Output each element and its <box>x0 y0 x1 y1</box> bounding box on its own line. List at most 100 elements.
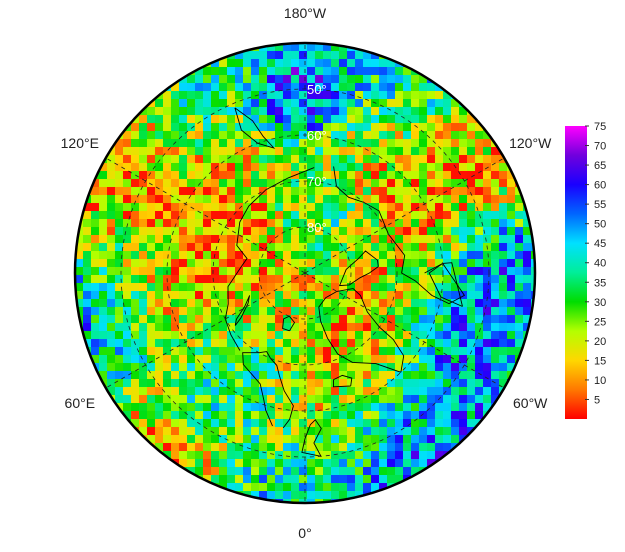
field-cell <box>323 59 332 68</box>
field-cell <box>99 227 108 236</box>
field-cell <box>379 379 388 388</box>
field-cell <box>203 331 212 340</box>
field-cell <box>227 83 236 92</box>
field-cell <box>99 243 108 252</box>
field-cell <box>251 363 260 372</box>
field-cell <box>171 147 180 156</box>
field-cell <box>499 371 508 380</box>
field-cell <box>347 51 356 60</box>
field-cell <box>331 315 340 324</box>
field-cell <box>491 123 500 132</box>
field-cell <box>203 419 212 428</box>
field-cell <box>187 139 196 148</box>
field-cell <box>123 243 132 252</box>
field-cell <box>163 411 172 420</box>
field-cell <box>203 283 212 292</box>
field-cell <box>99 275 108 284</box>
meridian-line <box>105 157 306 274</box>
field-cell <box>123 275 132 284</box>
field-cell <box>395 51 404 60</box>
field-cell <box>507 283 516 292</box>
field-cell <box>307 435 316 444</box>
field-cell <box>363 107 372 116</box>
field-cell <box>179 243 188 252</box>
field-cell <box>419 347 428 356</box>
field-cell <box>323 459 332 468</box>
field-cell <box>131 179 140 188</box>
field-cell <box>147 179 156 188</box>
field-cell <box>283 195 292 204</box>
field-cell <box>499 315 508 324</box>
field-cell <box>251 115 260 124</box>
field-cell <box>275 395 284 404</box>
field-cell <box>355 331 364 340</box>
field-cell <box>227 195 236 204</box>
field-cell <box>283 243 292 252</box>
field-cell <box>235 443 244 452</box>
field-cell <box>379 307 388 316</box>
field-cell <box>243 371 252 380</box>
field-cell <box>291 219 300 228</box>
field-cell <box>227 147 236 156</box>
field-cell <box>211 467 220 476</box>
field-cell <box>259 195 268 204</box>
field-cell <box>323 323 332 332</box>
field-cell <box>403 203 412 212</box>
field-cell <box>299 51 308 60</box>
field-cell <box>267 491 276 500</box>
field-cell <box>379 187 388 196</box>
field-cell <box>411 315 420 324</box>
field-cell <box>123 179 132 188</box>
field-cell <box>107 131 116 140</box>
field-cell <box>355 307 364 316</box>
field-cell <box>419 339 428 348</box>
field-cell <box>187 307 196 316</box>
field-cell <box>379 131 388 140</box>
field-cell <box>435 139 444 148</box>
field-cell <box>379 403 388 412</box>
field-cell <box>315 451 324 460</box>
field-cell <box>451 203 460 212</box>
field-cell <box>355 227 364 236</box>
field-cell <box>91 283 100 292</box>
field-cell <box>419 147 428 156</box>
field-cell <box>147 139 156 148</box>
field-cell <box>363 435 372 444</box>
field-cell <box>451 139 460 148</box>
field-cell <box>163 323 172 332</box>
field-cell <box>219 387 228 396</box>
field-cell <box>515 323 524 332</box>
field-cell <box>139 323 148 332</box>
field-cell <box>283 91 292 100</box>
field-cell <box>283 347 292 356</box>
field-cell <box>331 267 340 276</box>
field-cell <box>299 267 308 276</box>
field-cell <box>363 283 372 292</box>
field-cell <box>251 75 260 84</box>
field-cell <box>75 275 84 284</box>
field-cell <box>99 299 108 308</box>
field-cell <box>379 179 388 188</box>
field-cell <box>371 339 380 348</box>
field-cell <box>131 371 140 380</box>
field-cell <box>307 315 316 324</box>
field-cell <box>347 99 356 108</box>
field-cell <box>179 363 188 372</box>
field-cell <box>323 187 332 196</box>
field-cell <box>187 355 196 364</box>
field-cell <box>371 395 380 404</box>
field-cell <box>171 307 180 316</box>
field-cell <box>347 259 356 268</box>
field-cell <box>267 163 276 172</box>
field-cell <box>115 275 124 284</box>
field-cell <box>163 123 172 132</box>
field-cell <box>115 123 124 132</box>
field-cell <box>355 347 364 356</box>
field-cell <box>259 307 268 316</box>
field-cell <box>267 187 276 196</box>
field-cell <box>147 355 156 364</box>
field-cell <box>155 331 164 340</box>
field-cell <box>131 307 140 316</box>
coastline <box>301 419 322 457</box>
